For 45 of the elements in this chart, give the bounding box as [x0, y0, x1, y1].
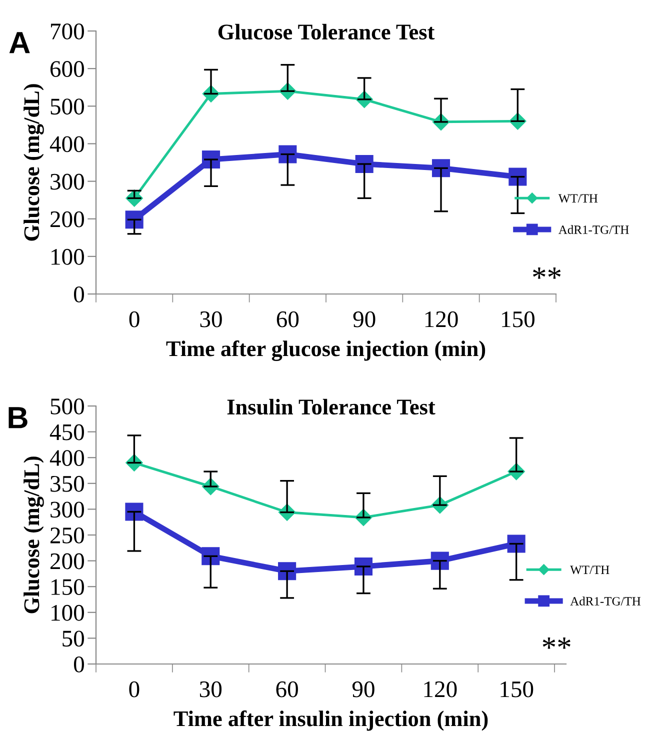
x-tick-label: 0	[129, 681, 140, 698]
x-tick-label: 150	[502, 311, 534, 328]
y-tick-label: 100	[52, 248, 84, 265]
y-tick-label: 0	[74, 286, 84, 302]
x-axis-title: Time after insulin injection (min)	[174, 710, 488, 731]
x-tick-label: 30	[200, 681, 222, 698]
x-tick-label: 120	[424, 681, 457, 698]
legend-label: WT/TH	[558, 194, 598, 203]
annotation: **	[533, 267, 561, 279]
y-tick-label: 400	[50, 136, 84, 152]
y-tick-label: 600	[50, 61, 84, 77]
x-tick-label: 60	[276, 681, 298, 698]
x-tick-label: 150	[500, 681, 534, 698]
y-tick-label: 450	[50, 424, 84, 440]
y-tick-label: 300	[50, 502, 84, 518]
text: B	[8, 407, 28, 428]
y-tick-label: 50	[62, 630, 84, 647]
y-tick-label: 250	[50, 527, 84, 544]
legend-label: AdR1-TG/TH	[570, 596, 641, 606]
y-tick-label: 0	[74, 656, 84, 672]
y-tick-label: 300	[50, 174, 84, 190]
y-tick-label: 700	[51, 23, 84, 40]
y-tick-label: 150	[52, 579, 84, 596]
x-tick-label: 90	[353, 311, 376, 328]
y-tick-label: 100	[52, 604, 84, 621]
legend-label: WT/TH	[570, 566, 610, 574]
chart-title: Insulin Tolerance Test	[227, 398, 436, 415]
y-axis-title: Glucose (mg/dL)	[24, 456, 44, 614]
x-tick-label: 30	[200, 311, 222, 328]
annotation: **	[542, 637, 570, 649]
y-tick-label: 200	[50, 553, 84, 570]
text: A	[9, 32, 30, 54]
y-tick-label: 200	[50, 211, 84, 228]
x-tick-label: 60	[276, 311, 299, 328]
y-tick-label: 500	[50, 98, 84, 115]
y-tick-label: 400	[50, 450, 84, 466]
x-tick-label: 0	[129, 311, 140, 328]
x-axis-title: Time after glucose injection (min)	[166, 340, 486, 361]
y-tick-label: 350	[50, 476, 84, 492]
legend-label: AdR1-TG/TH	[558, 225, 629, 234]
y-tick-label: 500	[50, 398, 84, 414]
y-axis-title: Glucose (mg/dL)	[24, 84, 44, 241]
chart-title: Glucose Tolerance Test	[218, 24, 435, 40]
x-tick-label: 90	[352, 681, 374, 698]
x-tick-label: 120	[425, 311, 458, 328]
